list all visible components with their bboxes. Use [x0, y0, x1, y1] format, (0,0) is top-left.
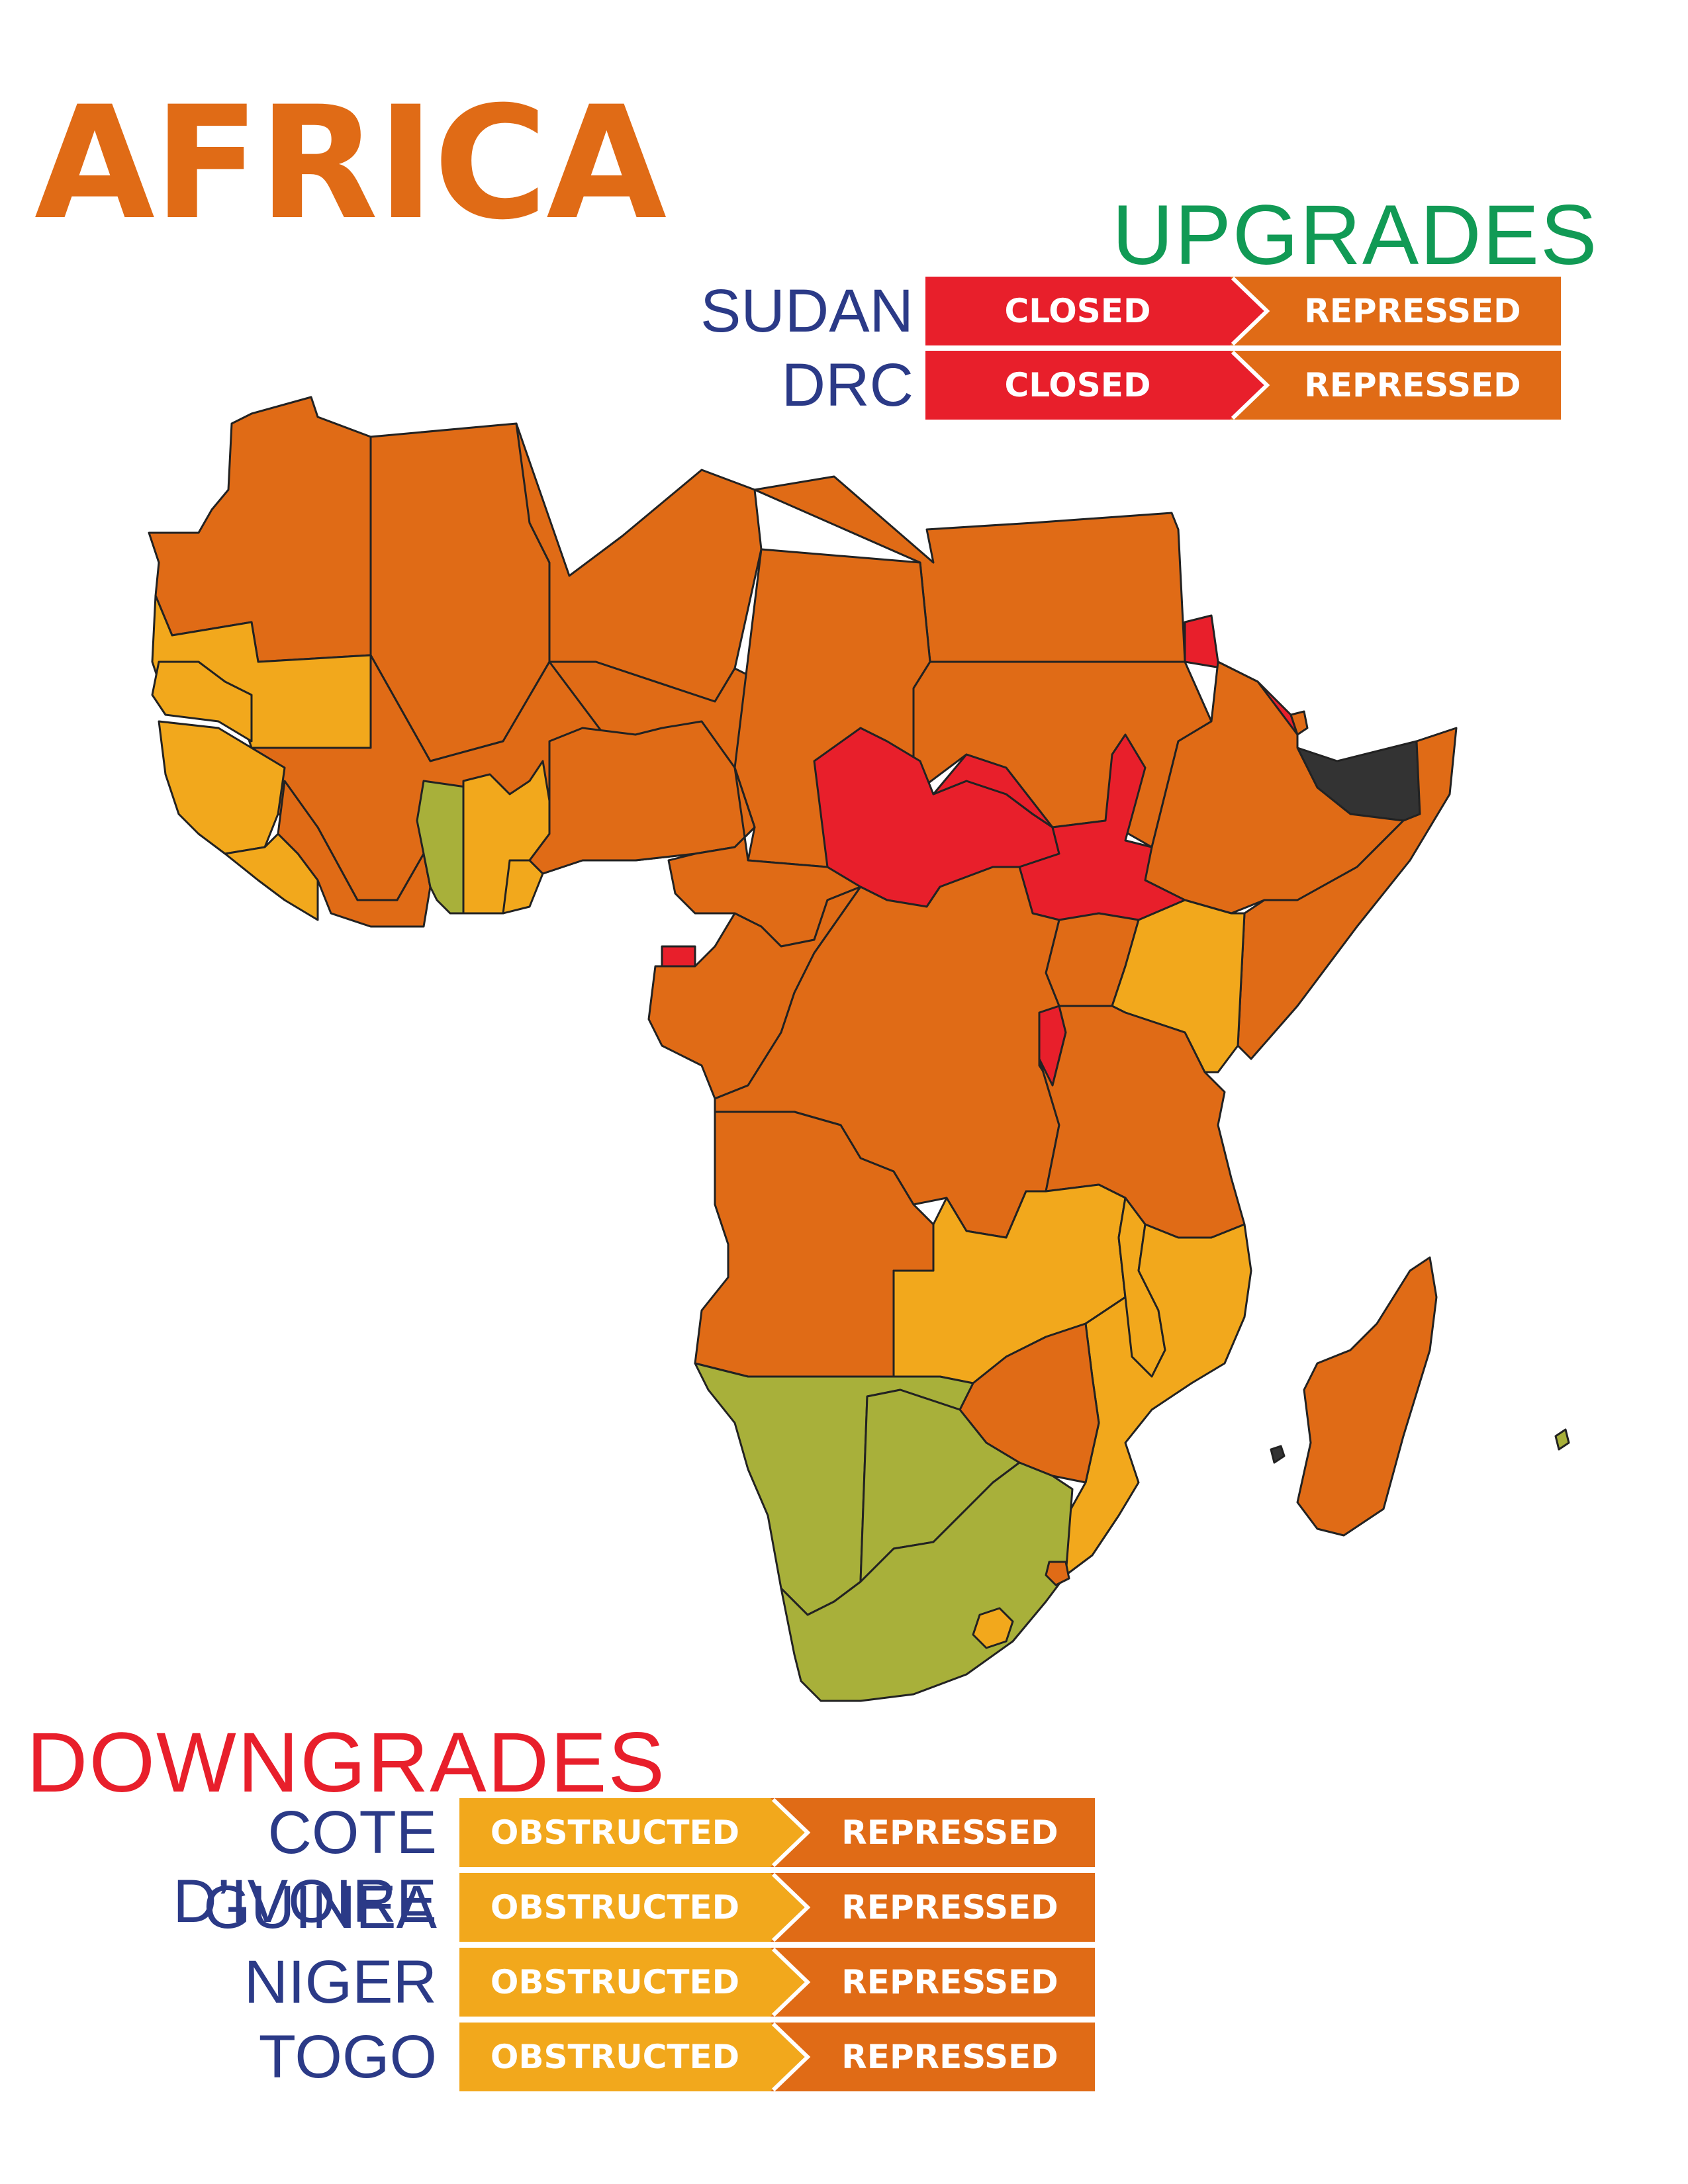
- region-liberia: [224, 833, 319, 921]
- country-name: TOGO: [258, 2023, 437, 2091]
- region-equatorial-guinea: [661, 945, 696, 968]
- to-rating-label: REPRESSED: [1304, 366, 1521, 404]
- page-title: AFRICA: [34, 73, 667, 254]
- region-senegal: [151, 660, 253, 743]
- region-comoros: [1270, 1445, 1286, 1464]
- region-lesotho: [972, 1607, 1014, 1649]
- downgrades-row: GUINEA OBSTRUCTED REPRESSED: [0, 1873, 1688, 1942]
- to-rating-label: REPRESSED: [841, 1888, 1058, 1927]
- region-djibouti: [1289, 710, 1309, 736]
- rating-change-arrow: OBSTRUCTED REPRESSED: [459, 1798, 1095, 1867]
- region-libya: [515, 422, 763, 703]
- country-name: NIGER: [244, 1948, 437, 2016]
- from-rating-label: OBSTRUCTED: [490, 1813, 740, 1852]
- rating-change-arrow: OBSTRUCTED REPRESSED: [459, 2023, 1095, 2091]
- downgrades-heading: DOWNGRADES: [26, 1715, 666, 1810]
- downgrades-row: NIGER OBSTRUCTED REPRESSED: [0, 1948, 1688, 2017]
- upgrades-row: DRC CLOSED REPRESSED: [0, 351, 1688, 420]
- region-mauritius: [1554, 1428, 1570, 1451]
- from-rating-label: CLOSED: [1004, 366, 1151, 404]
- rating-change-arrow: OBSTRUCTED REPRESSED: [459, 1948, 1095, 2017]
- country-name: GUINEA: [203, 1874, 437, 1941]
- region-morocco-western-sahara: [148, 396, 372, 663]
- downgrades-row: TOGO OBSTRUCTED REPRESSED: [0, 2023, 1688, 2091]
- from-rating-label: OBSTRUCTED: [490, 1963, 740, 2001]
- country-name: COTE D’IVOIRE: [173, 1799, 437, 1935]
- region-mozambique: [1051, 1223, 1252, 1576]
- to-rating-label: REPRESSED: [841, 1963, 1058, 2001]
- upgrades-heading: UPGRADES: [1112, 188, 1599, 283]
- country-name: DRC: [781, 351, 914, 419]
- upgrades-row: SUDAN CLOSED REPRESSED: [0, 277, 1688, 345]
- region-madagascar: [1296, 1256, 1438, 1537]
- country-name: SUDAN: [700, 277, 914, 345]
- rating-change-arrow: CLOSED REPRESSED: [925, 351, 1561, 420]
- to-rating-label: REPRESSED: [841, 1813, 1058, 1852]
- from-rating-label: CLOSED: [1004, 292, 1151, 330]
- from-rating-label: OBSTRUCTED: [490, 2038, 740, 2076]
- downgrades-row: COTE D’IVOIRE OBSTRUCTED REPRESSED: [0, 1798, 1688, 1935]
- region-eswatini: [1045, 1561, 1070, 1586]
- rating-change-arrow: OBSTRUCTED REPRESSED: [459, 1873, 1095, 1942]
- rating-change-arrow: CLOSED REPRESSED: [925, 277, 1561, 345]
- to-rating-label: REPRESSED: [841, 2038, 1058, 2076]
- from-rating-label: OBSTRUCTED: [490, 1888, 740, 1927]
- to-rating-label: REPRESSED: [1304, 292, 1521, 330]
- region-kenya: [1111, 899, 1246, 1073]
